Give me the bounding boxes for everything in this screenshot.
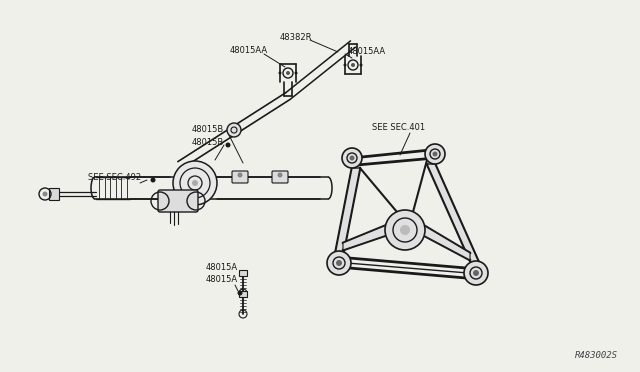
FancyBboxPatch shape xyxy=(49,188,59,200)
Circle shape xyxy=(173,161,217,205)
FancyBboxPatch shape xyxy=(239,270,247,276)
Circle shape xyxy=(400,225,410,235)
Circle shape xyxy=(464,261,488,285)
Circle shape xyxy=(473,270,479,276)
Text: 48015A: 48015A xyxy=(206,263,238,272)
Polygon shape xyxy=(335,168,360,255)
Circle shape xyxy=(227,123,241,137)
Circle shape xyxy=(286,71,290,75)
Circle shape xyxy=(433,151,438,157)
FancyBboxPatch shape xyxy=(158,190,198,212)
Text: SEE SEC.492: SEE SEC.492 xyxy=(88,173,141,182)
Circle shape xyxy=(237,291,243,295)
Polygon shape xyxy=(427,164,480,265)
Polygon shape xyxy=(423,225,470,260)
Circle shape xyxy=(327,251,351,275)
Polygon shape xyxy=(343,225,387,250)
Circle shape xyxy=(237,173,243,177)
Circle shape xyxy=(278,71,282,74)
Circle shape xyxy=(425,144,445,164)
Circle shape xyxy=(192,180,198,186)
Text: SEE SEC.401: SEE SEC.401 xyxy=(372,122,425,131)
Circle shape xyxy=(349,155,355,160)
FancyBboxPatch shape xyxy=(239,291,247,297)
Text: 48015A: 48015A xyxy=(206,275,238,283)
Circle shape xyxy=(150,177,156,183)
Circle shape xyxy=(344,64,346,67)
Text: R483002S: R483002S xyxy=(575,351,618,360)
Circle shape xyxy=(385,210,425,250)
Text: 48015AA: 48015AA xyxy=(230,45,268,55)
Circle shape xyxy=(278,173,282,177)
FancyBboxPatch shape xyxy=(272,171,288,183)
Circle shape xyxy=(294,71,298,74)
Circle shape xyxy=(342,148,362,168)
Text: 48382R: 48382R xyxy=(280,32,312,42)
Text: 48015B: 48015B xyxy=(192,125,224,134)
Circle shape xyxy=(336,260,342,266)
Circle shape xyxy=(360,64,362,67)
Circle shape xyxy=(225,142,230,148)
Text: 48015B: 48015B xyxy=(192,138,224,147)
Circle shape xyxy=(42,192,47,196)
Circle shape xyxy=(351,63,355,67)
Text: 48015AA: 48015AA xyxy=(348,46,386,55)
FancyBboxPatch shape xyxy=(232,171,248,183)
